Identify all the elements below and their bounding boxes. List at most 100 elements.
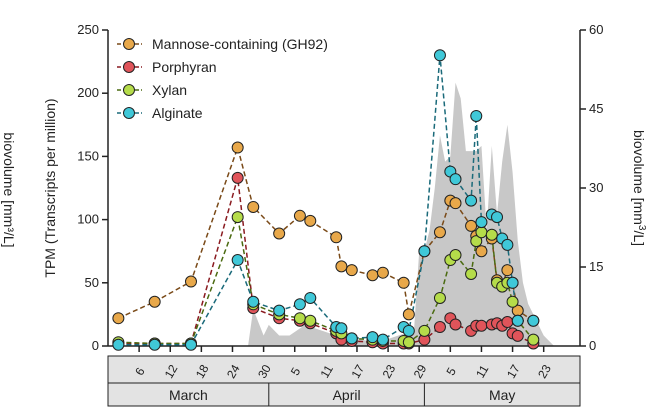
data-point [231, 211, 244, 224]
y2-tick-label: 15 [589, 259, 603, 274]
data-point [402, 308, 415, 321]
x-tick-label: 24 [224, 362, 243, 381]
data-point [475, 319, 488, 332]
data-point [184, 275, 197, 288]
data-point [470, 235, 483, 248]
data-point [304, 291, 317, 304]
y-axis-title: TPM (Transcripts per million) [42, 98, 58, 277]
data-point [247, 295, 260, 308]
x-tick-label: 18 [193, 362, 212, 381]
data-point [148, 295, 161, 308]
data-point [402, 336, 415, 349]
data-point [330, 231, 343, 244]
data-point [335, 260, 348, 273]
data-point [511, 314, 524, 327]
data-point [335, 322, 348, 335]
data-point [366, 269, 379, 282]
data-point [247, 200, 260, 213]
data-point [475, 226, 488, 239]
data-point [231, 141, 244, 154]
data-point [231, 171, 244, 184]
data-point [293, 312, 306, 325]
month-label: March [169, 387, 208, 403]
data-point [511, 329, 524, 342]
legend-marker [123, 84, 135, 96]
y2-tick-label: 45 [589, 101, 603, 116]
data-point [148, 338, 161, 351]
legend-marker [123, 61, 135, 73]
month-label: April [333, 387, 361, 403]
y-tick-label: 0 [92, 338, 99, 353]
data-point [304, 214, 317, 227]
month-label: May [489, 387, 515, 403]
x-tick-label: 23 [535, 362, 554, 381]
data-point [273, 304, 286, 317]
y-tick-label: 50 [85, 275, 99, 290]
data-point [527, 333, 540, 346]
data-point [501, 264, 514, 277]
data-point [433, 226, 446, 239]
data-point [293, 209, 306, 222]
x-tick-label: 17 [348, 362, 367, 381]
biovolume-area [248, 82, 555, 347]
data-point [112, 338, 125, 351]
legend-label: Xylan [152, 82, 187, 98]
data-point [293, 298, 306, 311]
data-point [449, 197, 462, 210]
legend-marker [123, 38, 135, 50]
data-point [491, 211, 504, 224]
data-point [527, 314, 540, 327]
y2-tick-label: 0 [589, 338, 596, 353]
data-point [376, 333, 389, 346]
data-point [433, 291, 446, 304]
data-point [465, 219, 478, 232]
data-point [231, 254, 244, 267]
data-point [433, 49, 446, 62]
data-point [366, 331, 379, 344]
x-tick-label: 17 [504, 362, 523, 381]
left-edge-biovolume-label: biovolume [mm³/L] [1, 132, 17, 247]
legend-label: Porphyran [152, 59, 217, 75]
data-point [465, 194, 478, 207]
y-tick-label: 250 [77, 22, 99, 37]
data-point [449, 173, 462, 186]
data-point [501, 238, 514, 251]
data-point [465, 267, 478, 280]
data-point [418, 245, 431, 258]
data-point [506, 295, 519, 308]
data-point [485, 228, 498, 241]
data-point [112, 312, 125, 325]
data-point [506, 276, 519, 289]
data-point [304, 314, 317, 327]
data-point [345, 332, 358, 345]
legend-label: Mannose-containing (GH92) [152, 36, 328, 52]
legend-marker [123, 107, 135, 119]
y2-tick-label: 30 [589, 180, 603, 195]
x-tick-label: 23 [380, 362, 399, 381]
x-tick-label: 12 [162, 362, 181, 381]
data-point [449, 248, 462, 261]
data-point [273, 227, 286, 240]
y2-tick-label: 60 [589, 22, 603, 37]
data-point [449, 318, 462, 331]
data-point [345, 264, 358, 277]
y-tick-label: 100 [77, 212, 99, 227]
data-point [475, 245, 488, 258]
data-point [501, 315, 514, 328]
data-point [184, 338, 197, 351]
x-tick-label: 30 [255, 362, 274, 381]
legend-label: Alginate [152, 105, 203, 121]
data-point [418, 324, 431, 337]
data-point [475, 216, 488, 229]
data-point [376, 266, 389, 279]
y-tick-label: 150 [77, 148, 99, 163]
month-strip [107, 382, 581, 407]
data-point [397, 276, 410, 289]
data-point [402, 324, 415, 337]
x-tick-label: 29 [411, 362, 430, 381]
y2-axis-title: biovolume [mm3/L] [631, 130, 647, 246]
y-tick-label: 200 [77, 85, 99, 100]
data-point [433, 321, 446, 334]
data-point [470, 109, 483, 122]
